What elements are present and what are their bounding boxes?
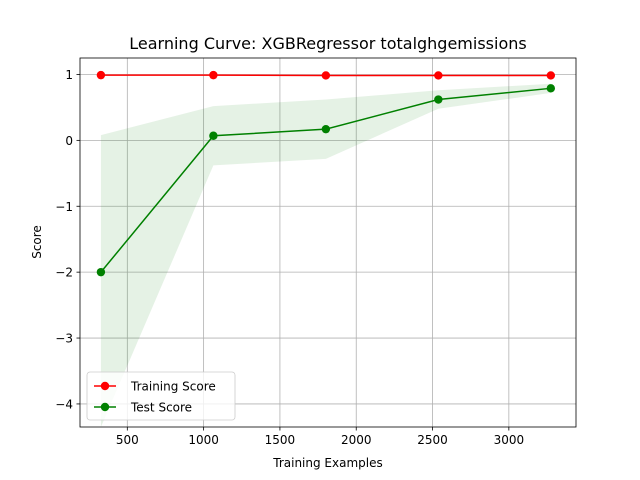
data-point <box>321 71 331 80</box>
data-point <box>546 71 556 80</box>
plot-frame <box>79 57 577 428</box>
data-point <box>209 131 218 140</box>
y-tick-label: −3 <box>55 332 73 346</box>
y-tick-label: −4 <box>55 397 73 411</box>
data-point <box>209 70 218 80</box>
y-tick-label: 0 <box>65 134 73 148</box>
legend-box <box>86 371 236 421</box>
legend-label: Training Score <box>130 380 216 394</box>
legend: Training Score Test Score <box>86 371 236 421</box>
y-axis-ticks: −4 −3 −2 −1 0 1 <box>55 68 80 411</box>
legend-swatch-marker <box>100 402 110 412</box>
legend-label: Test Score <box>130 401 192 415</box>
x-tick-label: 1000 <box>188 433 219 447</box>
data-point <box>96 267 106 277</box>
x-tick-label: 2000 <box>341 433 372 447</box>
chart-title: Learning Curve: XGBRegressor totalghgemi… <box>129 34 526 53</box>
data-point <box>434 71 443 80</box>
x-tick-label: 3000 <box>494 433 525 447</box>
x-axis-label: Training Examples <box>272 456 382 470</box>
data-point <box>321 124 331 134</box>
confidence-band-1 <box>100 83 551 427</box>
x-axis-ticks: 500 1000 1500 2000 2500 3000 <box>116 427 524 447</box>
x-tick-label: 1500 <box>265 433 296 447</box>
data-point <box>434 95 443 104</box>
data-point <box>546 84 556 93</box>
legend-swatch-marker <box>100 381 110 391</box>
y-tick-label: −1 <box>55 200 73 214</box>
x-tick-label: 500 <box>116 433 139 447</box>
y-axis-label: Score <box>30 225 44 259</box>
x-tick-label: 2500 <box>417 433 448 447</box>
y-tick-label: −2 <box>55 266 73 280</box>
series-markers <box>96 70 556 277</box>
data-point <box>96 70 106 80</box>
y-tick-label: 1 <box>65 68 73 82</box>
